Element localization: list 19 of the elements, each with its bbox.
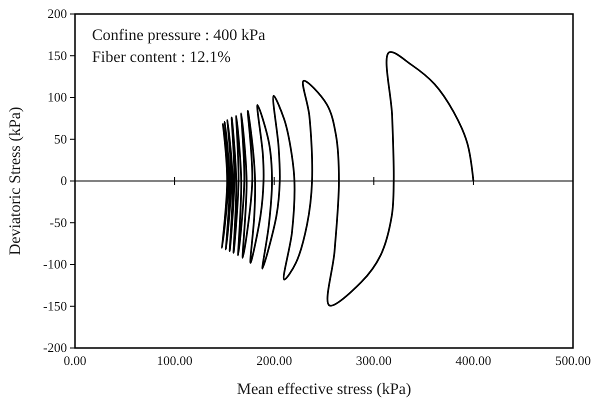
y-axis-title: Deviatoric Stress (kPa) xyxy=(7,106,24,256)
x-axis-title: Mean effective stress (kPa) xyxy=(236,381,412,398)
x-tick-label: 500.00 xyxy=(555,353,591,368)
y-tick-label: -150 xyxy=(43,298,67,314)
x-tick-label: 100.00 xyxy=(156,353,192,368)
x-tick-label: 200.00 xyxy=(256,353,292,368)
y-tick-label: -200 xyxy=(43,340,67,356)
y-tick-label: 100 xyxy=(48,90,67,105)
annotation: Fiber content : 12.1% xyxy=(92,49,231,66)
x-tick-label: 400.00 xyxy=(456,353,492,368)
y-tick-label: 50 xyxy=(54,131,67,146)
y-tick-label: 150 xyxy=(48,48,67,63)
y-tick-label: -100 xyxy=(43,256,67,272)
x-tick-label: 300.00 xyxy=(356,353,392,368)
annotation: Confine pressure : 400 kPa xyxy=(92,27,266,44)
y-tick-label: -50 xyxy=(50,214,67,230)
x-tick-label: 0.00 xyxy=(64,353,86,368)
y-tick-label: 0 xyxy=(60,173,67,188)
y-tick-label: 200 xyxy=(48,6,67,22)
